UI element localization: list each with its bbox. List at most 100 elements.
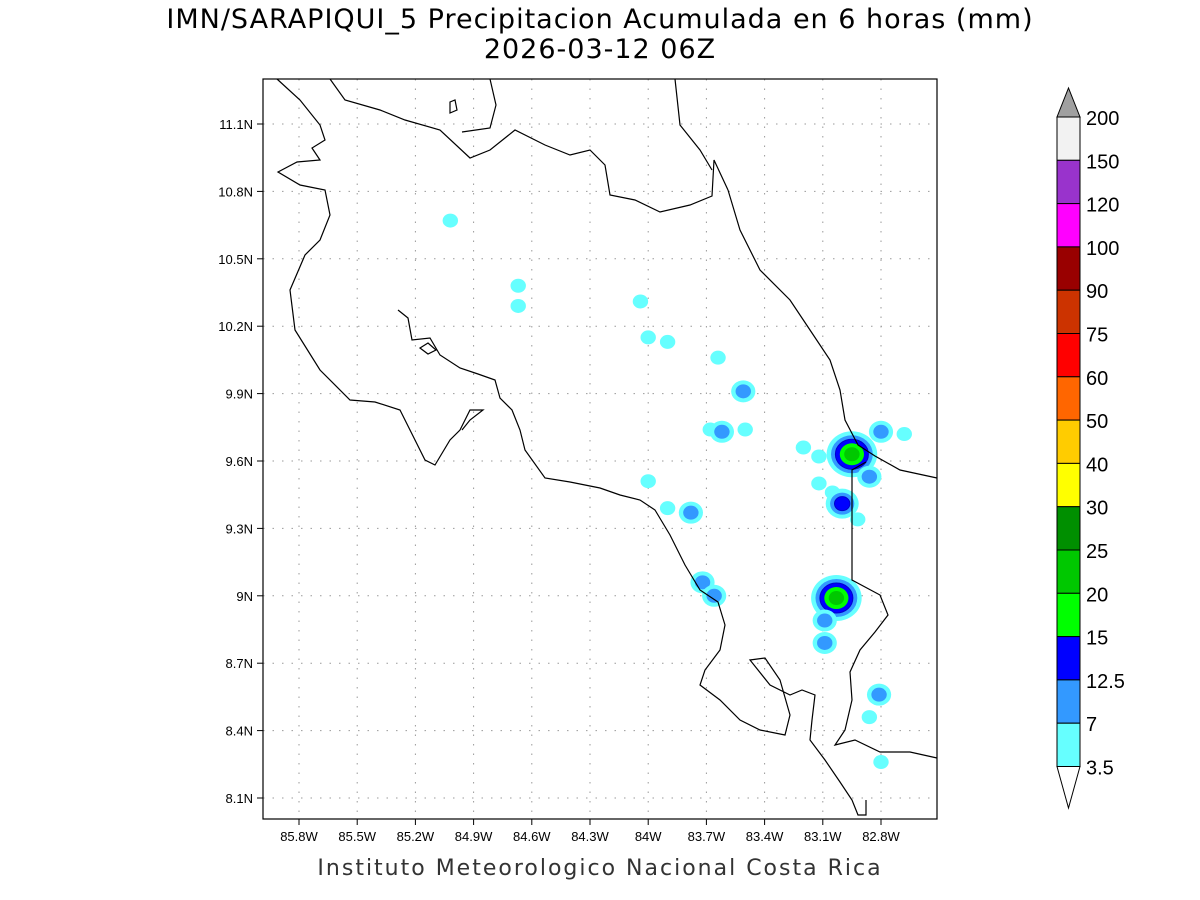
rain-contour-level-2 <box>735 384 751 399</box>
colorbar-label: 40 <box>1086 454 1108 476</box>
lon-tick-label: 85.2W <box>397 829 435 844</box>
rain-contour-level-1 <box>659 501 676 516</box>
rain-contour-level-2 <box>714 424 730 439</box>
colorbar-swatch <box>1056 592 1081 638</box>
colorbar-label: 25 <box>1086 541 1108 563</box>
rain-contour-level-2 <box>873 424 889 439</box>
rain-contour-level-2 <box>817 613 833 628</box>
colorbar-swatch <box>1056 722 1081 768</box>
rain-contour-level-1 <box>640 330 656 345</box>
rain-contour-level-1 <box>850 512 866 527</box>
colorbar-label: 100 <box>1086 238 1119 260</box>
lon-tick-label: 84.6W <box>513 829 551 844</box>
plot-frame <box>262 78 938 820</box>
lat-tick-label: 9.6N <box>226 454 253 469</box>
panama-border <box>833 461 938 759</box>
rain-contour-level-1 <box>710 350 726 365</box>
colorbar-label: 75 <box>1086 325 1108 347</box>
colorbar-over-triangle <box>1056 86 1081 118</box>
lon-tick-label: 82.8W <box>862 829 900 844</box>
map-title: IMN/SARAPIQUI_5 Precipitacion Acumulada … <box>166 4 1034 35</box>
lat-tick-label: 10.2N <box>218 319 253 334</box>
colorbar-swatch <box>1056 203 1081 248</box>
lat-tick-label: 11.1N <box>219 117 253 132</box>
rain-contour-level-1 <box>510 278 526 293</box>
lat-tick-label: 9.9N <box>226 387 253 402</box>
pacific-coast-north <box>276 78 485 466</box>
longitude-labels: 85.8W 85.5W 85.2W 84.9W 84.6W 84.3W 84W 83.7W 83… <box>280 829 900 844</box>
lat-tick-label: 8.4N <box>226 724 253 739</box>
lat-tick-label: 8.1N <box>226 791 253 806</box>
rain-contour-level-1 <box>737 422 753 437</box>
colorbar-label: 12.5 <box>1086 671 1125 693</box>
colorbar-label: 3.5 <box>1086 758 1114 780</box>
caribbean-coast <box>727 189 938 479</box>
colorbar-swatch <box>1056 159 1081 205</box>
lat-tick-label: 10.8N <box>218 184 253 199</box>
lon-tick-label: 84.3W <box>571 829 609 844</box>
colorbar-swatch <box>1056 462 1081 508</box>
colorbar-label: 7 <box>1086 714 1097 736</box>
rain-contour-level-1 <box>811 476 827 491</box>
colorbar-label: 150 <box>1086 151 1119 173</box>
rain-contour-level-2 <box>871 687 887 702</box>
colorbar-swatch <box>1056 506 1081 551</box>
rain-contour-level-5 <box>844 447 860 462</box>
colorbar: 200 150 120 100 90 75 60 50 40 30 25 20 15 12.5 7 3.5 <box>1056 86 1125 810</box>
lat-tick-label: 10.5N <box>218 252 253 267</box>
map-subtitle: 2026-03-12 06Z <box>483 34 717 65</box>
lake-island <box>449 99 458 114</box>
rain-contour-level-1 <box>659 334 676 349</box>
rain-contour-level-2 <box>861 469 878 484</box>
nicoya-lake <box>418 342 438 355</box>
colorbar-label: 200 <box>1086 108 1119 130</box>
rain-contour-level-1 <box>861 710 878 725</box>
rain-contour-level-1 <box>795 440 812 455</box>
colorbar-swatch <box>1056 116 1081 161</box>
latitude-labels: 11.1N 10.8N 10.5N 10.2N 9.9N 9.6N 9.3N 9N 8.7N 8.… <box>218 117 253 806</box>
rain-contour-level-2 <box>694 575 711 590</box>
lon-tick-label: 83.7W <box>688 829 726 844</box>
lon-tick-label: 83.1W <box>804 829 842 844</box>
rain-contour-level-1 <box>632 294 649 309</box>
rain-contour-level-1 <box>873 755 889 770</box>
rain-contour-level-2 <box>817 635 833 650</box>
rain-contour-level-3 <box>834 496 851 512</box>
colorbar-swatch <box>1056 549 1081 594</box>
coastlines-borders <box>276 78 938 816</box>
colorbar-label: 120 <box>1086 195 1119 217</box>
lake-nicaragua-shore <box>461 78 497 133</box>
lon-tick-label: 85.5W <box>338 829 376 844</box>
rain-contour-level-1 <box>811 449 827 464</box>
colorbar-swatch <box>1056 419 1081 464</box>
lon-tick-label: 85.8W <box>280 829 318 844</box>
lon-tick-label: 84W <box>635 829 662 844</box>
rain-cells <box>442 213 912 770</box>
lat-tick-label: 9.3N <box>226 521 253 536</box>
colorbar-swatch <box>1056 333 1081 378</box>
lon-tick-label: 83.4W <box>746 829 784 844</box>
colorbar-label: 15 <box>1086 628 1108 650</box>
colorbar-swatch <box>1056 636 1081 681</box>
colorbar-label: 90 <box>1086 281 1108 303</box>
rain-contour-level-1 <box>442 213 459 228</box>
lon-tick-label: 84.9W <box>455 829 493 844</box>
colorbar-swatch <box>1056 246 1081 291</box>
colorbar-swatch <box>1056 289 1081 335</box>
colorbar-label: 20 <box>1086 584 1108 606</box>
san-juan-river <box>674 78 713 171</box>
lat-tick-label: 9N <box>236 589 253 604</box>
lat-tick-label: 8.7N <box>226 656 253 671</box>
rain-contour-level-1 <box>510 298 526 313</box>
rain-contour-level-2 <box>706 588 722 603</box>
colorbar-label: 30 <box>1086 498 1108 520</box>
colorbar-swatch <box>1056 679 1081 724</box>
colorbar-swatch <box>1056 376 1081 421</box>
colorbar-label: 50 <box>1086 411 1108 433</box>
nicaragua-border <box>329 78 729 213</box>
footer-credit: Instituto Meteorologico Nacional Costa R… <box>317 856 883 881</box>
nicoya-gulf-coast <box>397 309 867 816</box>
rain-contour-level-5 <box>828 591 845 606</box>
